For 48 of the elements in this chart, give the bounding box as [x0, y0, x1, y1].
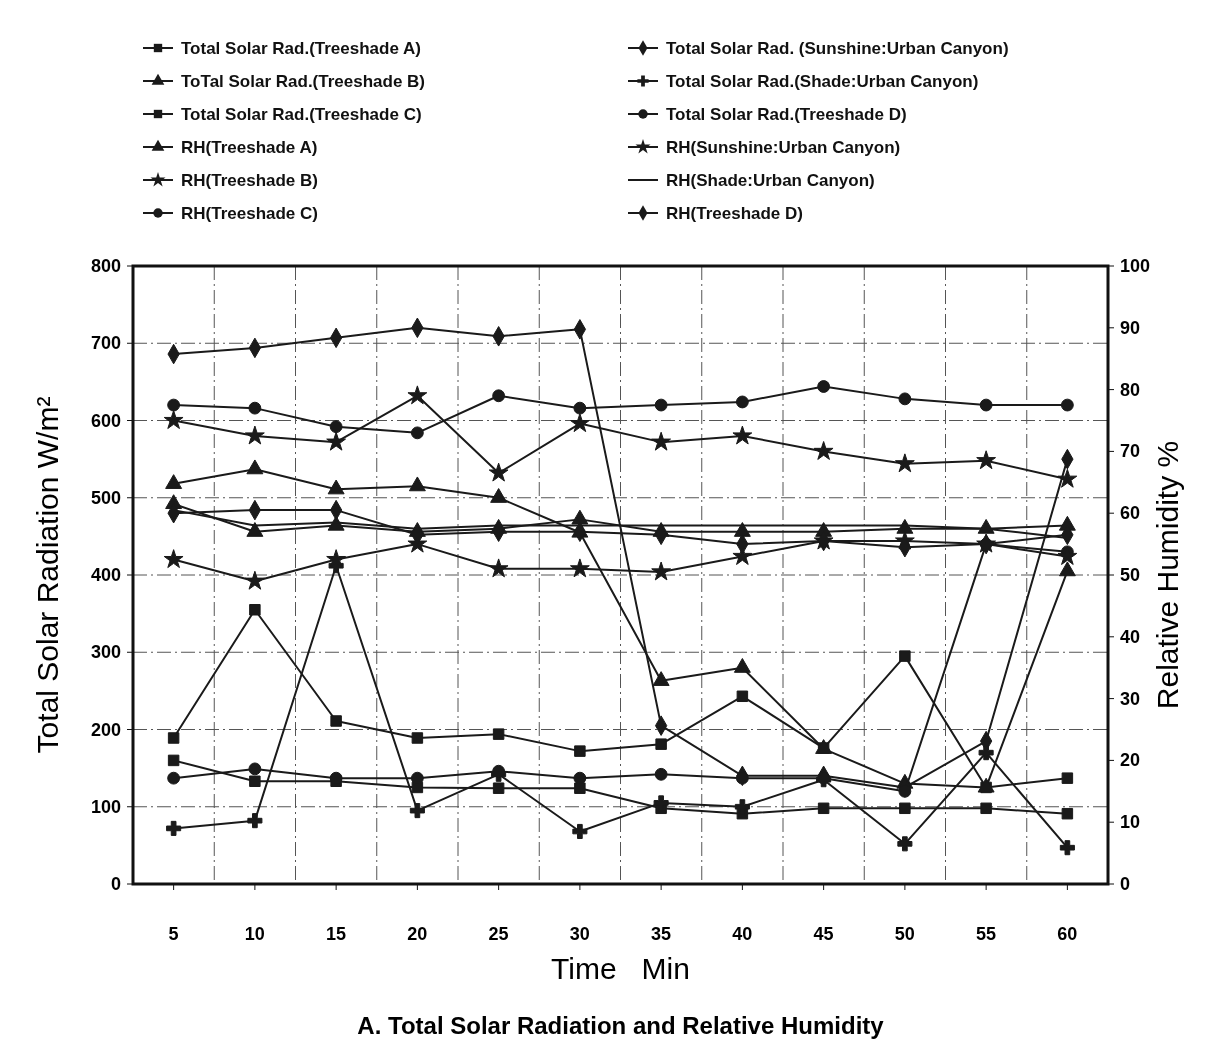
y-tick-label: 100 [90, 796, 121, 817]
y-tick-label: 800 [90, 256, 121, 276]
x-tick-label: 20 [407, 924, 428, 944]
y2-tick-label: 100 [1120, 256, 1151, 276]
legend-label: RH(Treeshade D) [666, 204, 803, 223]
legend-label: Total Solar Rad.(Treeshade A) [181, 39, 421, 58]
y-tick-label: 0 [110, 874, 121, 894]
x-tick-label: 35 [651, 924, 672, 944]
y2-tick-label: 10 [1120, 812, 1141, 833]
legend-label: Total Solar Rad.(Shade:Urban Canyon) [666, 72, 979, 91]
x-tick-label: 5 [168, 924, 179, 944]
legend-label: Total Solar Rad. (Sunshine:Urban Canyon) [666, 39, 1009, 58]
y-tick-label: 300 [90, 642, 121, 663]
y-axis-title: Total Solar Radiation W/m² [31, 396, 64, 754]
legend-label: Total Solar Rad.(Treeshade C) [181, 105, 422, 124]
y-tick-label: 200 [90, 719, 121, 740]
y-tick-label: 400 [90, 565, 121, 585]
x-tick-label: 30 [569, 924, 590, 944]
x-tick-label: 10 [244, 924, 265, 944]
legend-label: RH(Treeshade A) [181, 138, 318, 157]
y2-tick-label: 30 [1120, 688, 1141, 709]
y2-tick-label: 0 [1120, 874, 1131, 894]
y2-tick-label: 50 [1120, 565, 1141, 585]
y2-tick-label: 60 [1120, 503, 1141, 524]
x-tick-label: 15 [326, 924, 347, 944]
legend-label: Total Solar Rad.(Treeshade D) [666, 105, 907, 124]
legend-label: RH(Treeshade B) [181, 171, 318, 190]
x-tick-label: 45 [813, 924, 834, 944]
y2-tick-label: 70 [1120, 441, 1141, 462]
x-tick-label: 50 [894, 924, 915, 944]
legend-label: RH(Shade:Urban Canyon) [666, 171, 875, 190]
legend-label: ToTal Solar Rad.(Treeshade B) [181, 72, 426, 91]
y-tick-label: 500 [90, 487, 121, 508]
x-tick-label: 25 [488, 924, 509, 944]
text: A. Total Solar Radiation and Relative Humidity [357, 1012, 885, 1039]
y2-tick-label: 90 [1120, 317, 1141, 338]
y2-tick-label: 40 [1120, 626, 1141, 647]
legend-label: RH(Treeshade C) [181, 204, 318, 223]
y2-tick-label: 80 [1120, 379, 1141, 400]
y2-tick-label: 20 [1120, 750, 1141, 771]
x-tick-label: 60 [1057, 924, 1078, 944]
x-axis-title: Time Min [551, 952, 690, 985]
y-tick-label: 700 [90, 333, 121, 354]
y2-axis-title: Relative Humidity % [1151, 440, 1184, 710]
y-tick-label: 600 [90, 410, 121, 431]
x-tick-label: 40 [732, 924, 753, 944]
legend-label: RH(Sunshine:Urban Canyon) [666, 138, 901, 157]
x-tick-label: 55 [976, 924, 997, 944]
